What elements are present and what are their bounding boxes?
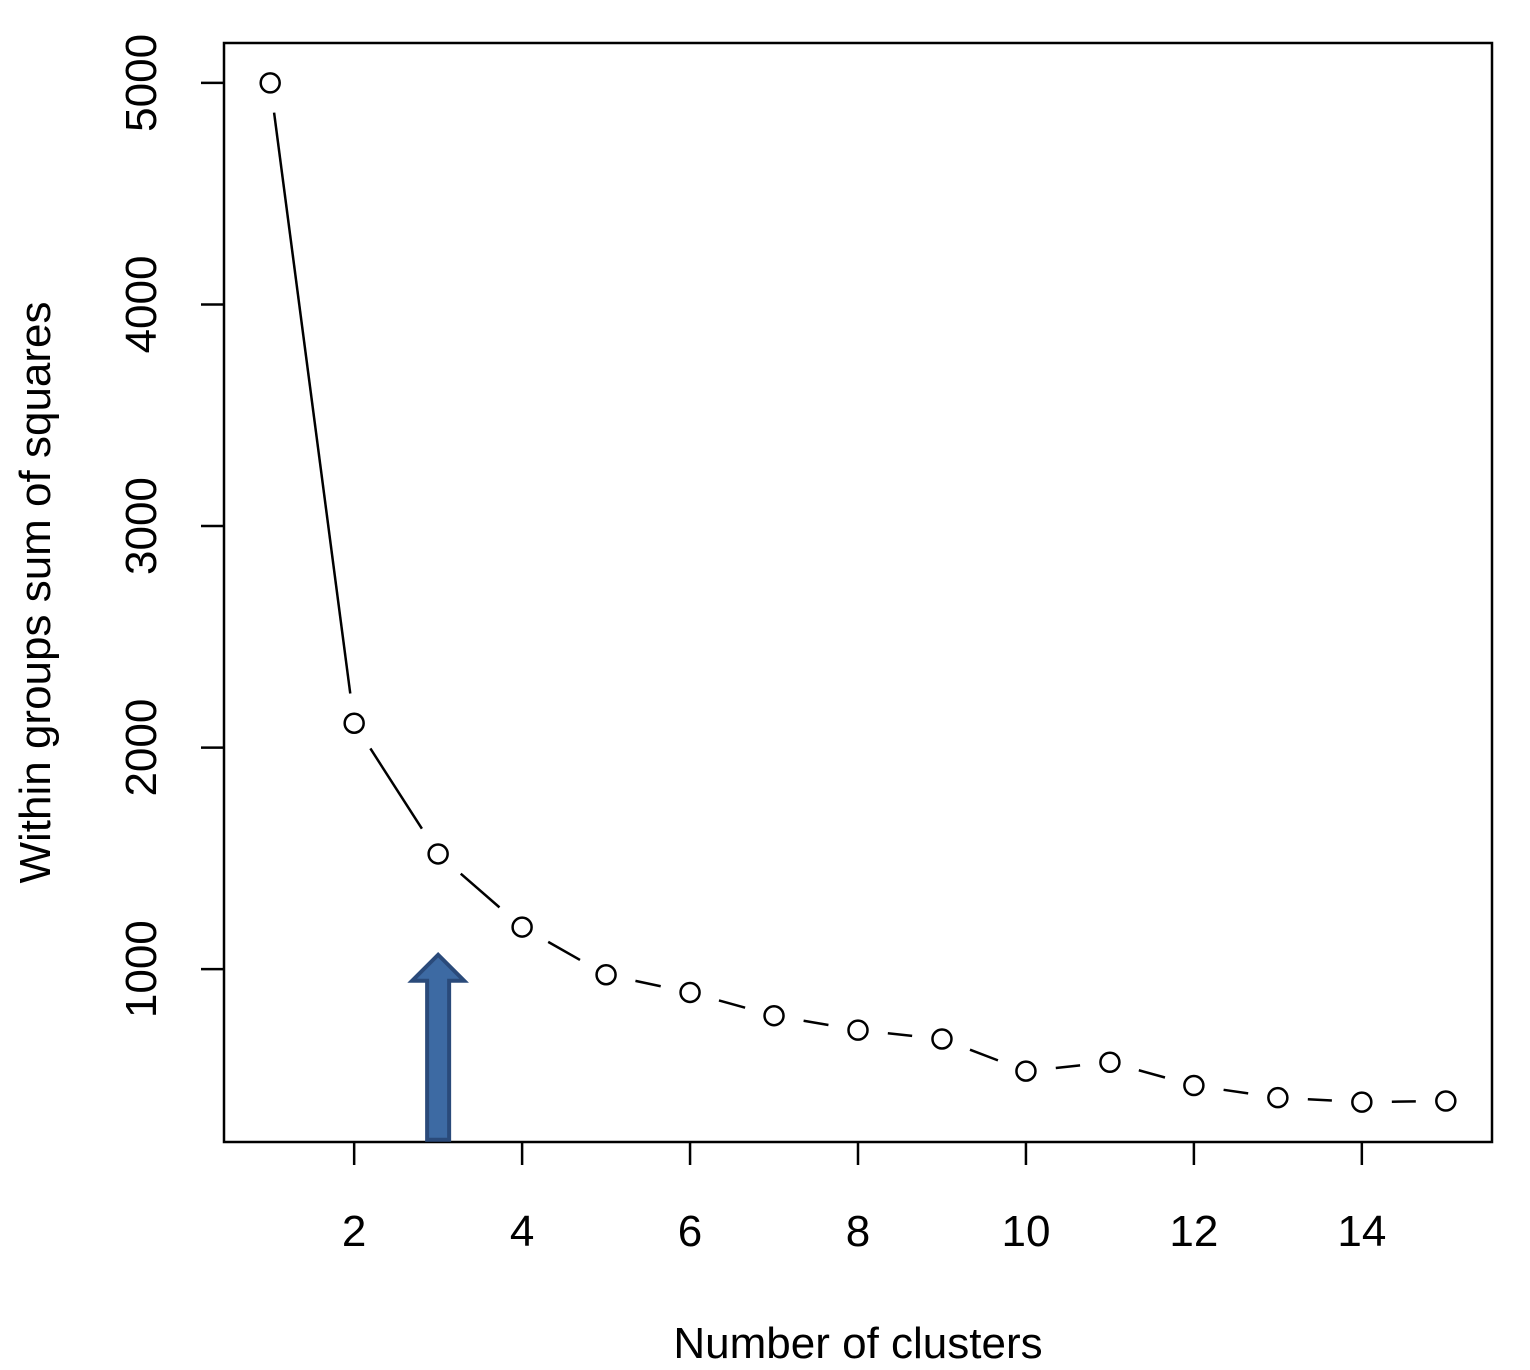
data-point (343, 712, 365, 734)
x-tick-label: 12 (1169, 1207, 1218, 1256)
data-point (427, 843, 449, 865)
data-point (1015, 1060, 1037, 1082)
data-point (1435, 1090, 1457, 1112)
series-line-segment (1055, 1064, 1081, 1070)
series-line-segment (272, 112, 352, 694)
y-axis: 1000 2000 3000 4000 5000 (117, 34, 224, 1018)
annotation-layer (407, 951, 469, 1142)
data-point (1351, 1091, 1373, 1113)
series-line-segment (718, 999, 746, 1009)
series-line-segment (969, 1048, 999, 1062)
y-tick-label: 3000 (117, 477, 166, 575)
series-line-segment (635, 979, 661, 988)
y-tick-label: 4000 (117, 256, 166, 354)
y-tick-label: 2000 (117, 699, 166, 797)
series-line-segment (459, 872, 501, 909)
series-layer (259, 72, 1457, 1113)
x-tick-label: 4 (510, 1207, 534, 1256)
series-line-segment (547, 940, 581, 961)
y-tick-label: 5000 (117, 34, 166, 132)
x-axis-title: Number of clusters (673, 1319, 1042, 1368)
data-point (511, 916, 533, 938)
x-tick-label: 6 (678, 1207, 702, 1256)
y-axis-title: Within groups sum of squares (11, 301, 60, 883)
highlight-arrow (407, 951, 469, 1142)
x-axis: 2 4 6 8 10 12 14 (342, 1142, 1386, 1256)
series-line-segment (1223, 1088, 1249, 1095)
data-point (1099, 1051, 1121, 1073)
x-tick-label: 2 (342, 1207, 366, 1256)
y-tick-label: 1000 (117, 920, 166, 1018)
data-point (595, 963, 617, 986)
x-tick-label: 10 (1001, 1207, 1050, 1256)
data-point (1267, 1086, 1289, 1109)
data-point (763, 1004, 785, 1027)
series-line-segment (369, 747, 423, 830)
series-line-segment (803, 1019, 829, 1027)
data-point (1183, 1074, 1205, 1097)
data-point (259, 72, 281, 94)
data-point (847, 1019, 869, 1041)
x-tick-label: 14 (1337, 1207, 1386, 1256)
data-point (931, 1028, 953, 1050)
series-line-segment (1138, 1069, 1166, 1079)
x-tick-label: 8 (846, 1207, 870, 1256)
series-line-segment (887, 1032, 913, 1038)
data-point (679, 981, 701, 1004)
series-line-segment (1307, 1098, 1332, 1102)
